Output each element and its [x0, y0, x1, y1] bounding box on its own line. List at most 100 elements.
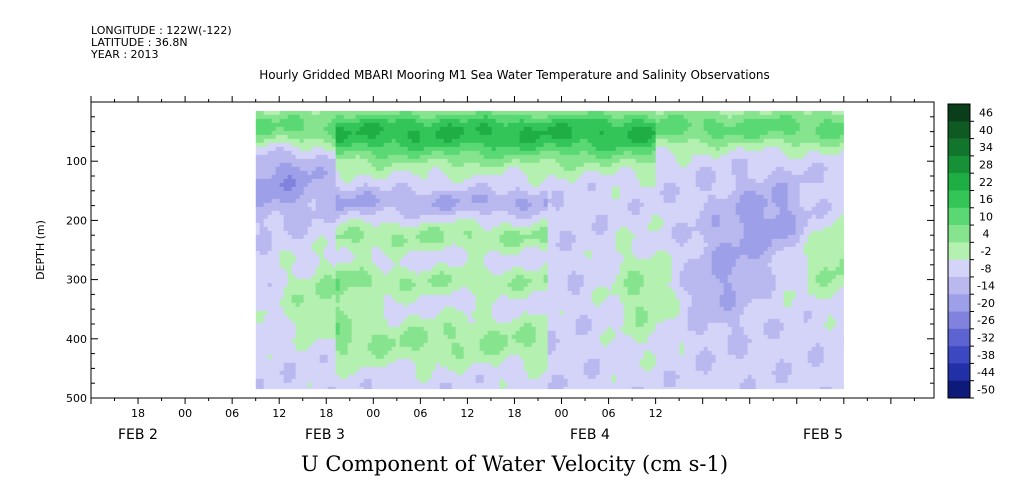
- heatmap-cell: [339, 330, 345, 336]
- heatmap-cell: [367, 130, 373, 136]
- heatmap-cell: [511, 242, 517, 248]
- heatmap-cell: [355, 166, 361, 172]
- heatmap-cell: [359, 110, 365, 116]
- heatmap-cell: [487, 262, 493, 268]
- heatmap-cell: [271, 250, 277, 256]
- heatmap-cell: [351, 258, 357, 264]
- heatmap-cell: [267, 242, 273, 248]
- heatmap-cell: [307, 366, 313, 372]
- heatmap-cell: [355, 186, 361, 192]
- heatmap-cell: [419, 226, 425, 232]
- heatmap-cell: [263, 362, 269, 368]
- heatmap-cell: [391, 186, 397, 192]
- heatmap-cell: [371, 142, 377, 148]
- heatmap-cell: [447, 282, 453, 288]
- heatmap-cell: [531, 366, 537, 372]
- heatmap-cell: [531, 282, 537, 288]
- heatmap-cell: [431, 266, 437, 272]
- heatmap-cell: [451, 274, 457, 280]
- heatmap-cell: [455, 222, 461, 228]
- heatmap-cell: [355, 130, 361, 136]
- heatmap-cell: [375, 322, 381, 328]
- heatmap-cell: [375, 274, 381, 280]
- heatmap-cell: [263, 206, 269, 212]
- heatmap-cell: [347, 370, 353, 376]
- heatmap-cell: [315, 246, 321, 252]
- heatmap-cell: [283, 286, 289, 292]
- heatmap-cell: [383, 194, 389, 200]
- heatmap-cell: [379, 250, 385, 256]
- heatmap-cell: [431, 278, 437, 284]
- heatmap-cell: [335, 118, 341, 124]
- heatmap-cell: [287, 262, 293, 268]
- heatmap-cell: [483, 370, 489, 376]
- heatmap-cell: [307, 202, 313, 208]
- heatmap-cell: [443, 250, 449, 256]
- heatmap-cell: [459, 346, 465, 352]
- heatmap-cell: [491, 114, 497, 120]
- heatmap-cell: [475, 386, 481, 390]
- heatmap-cell: [491, 366, 497, 372]
- heatmap-cell: [451, 166, 457, 172]
- heatmap-cell: [511, 122, 517, 128]
- heatmap-cell: [459, 214, 465, 220]
- heatmap-cell: [391, 306, 397, 312]
- heatmap-cell: [315, 266, 321, 272]
- heatmap-cell: [343, 278, 349, 284]
- heatmap-cell: [287, 258, 293, 264]
- heatmap-cell: [459, 342, 465, 348]
- heatmap-cell: [483, 182, 489, 188]
- heatmap-cell: [523, 206, 529, 212]
- heatmap-cell: [519, 150, 525, 156]
- heatmap-cell: [335, 338, 341, 344]
- heatmap-cell: [507, 234, 513, 240]
- heatmap-cell: [363, 210, 369, 216]
- heatmap-cell: [379, 378, 385, 384]
- heatmap-cell: [379, 258, 385, 264]
- heatmap-cell: [515, 110, 521, 116]
- heatmap-cell: [447, 310, 453, 316]
- heatmap-cell: [503, 110, 509, 116]
- heatmap-cell: [291, 354, 297, 360]
- heatmap-cell: [463, 262, 469, 268]
- heatmap-cell: [359, 286, 365, 292]
- heatmap-cell: [519, 154, 525, 160]
- heatmap-cell: [303, 330, 309, 336]
- heatmap-cell: [431, 242, 437, 248]
- heatmap-cell: [519, 378, 525, 384]
- heatmap-cell: [299, 258, 305, 264]
- heatmap-cell: [451, 326, 457, 332]
- heatmap-cell: [527, 262, 533, 268]
- heatmap-cell: [319, 142, 325, 148]
- heatmap-cell: [271, 182, 277, 188]
- heatmap-cell: [299, 254, 305, 260]
- heatmap-cell: [283, 250, 289, 256]
- heatmap-cell: [451, 294, 457, 300]
- heatmap-cell: [491, 190, 497, 196]
- heatmap-cell: [475, 174, 481, 180]
- heatmap-cell: [407, 358, 413, 364]
- heatmap-cell: [263, 310, 269, 316]
- heatmap-cell: [407, 158, 413, 164]
- heatmap-cell: [443, 214, 449, 220]
- heatmap-cell: [259, 186, 265, 192]
- heatmap-cell: [355, 158, 361, 164]
- heatmap-cell: [507, 314, 513, 320]
- heatmap-cell: [311, 182, 317, 188]
- heatmap-cell: [439, 330, 445, 336]
- heatmap-cell: [447, 270, 453, 276]
- heatmap-cell: [315, 118, 321, 124]
- heatmap-cell: [431, 362, 437, 368]
- heatmap-cell: [531, 222, 537, 228]
- heatmap-cell: [355, 382, 361, 388]
- heatmap-cell: [479, 174, 485, 180]
- heatmap-cell: [415, 290, 421, 296]
- heatmap-cell: [479, 118, 485, 124]
- heatmap-cell: [359, 254, 365, 260]
- heatmap-cell: [431, 130, 437, 136]
- heatmap-cell: [319, 310, 325, 316]
- heatmap-cell: [355, 298, 361, 304]
- heatmap-cell: [387, 306, 393, 312]
- heatmap-cell: [263, 162, 269, 168]
- heatmap-cell: [267, 362, 273, 368]
